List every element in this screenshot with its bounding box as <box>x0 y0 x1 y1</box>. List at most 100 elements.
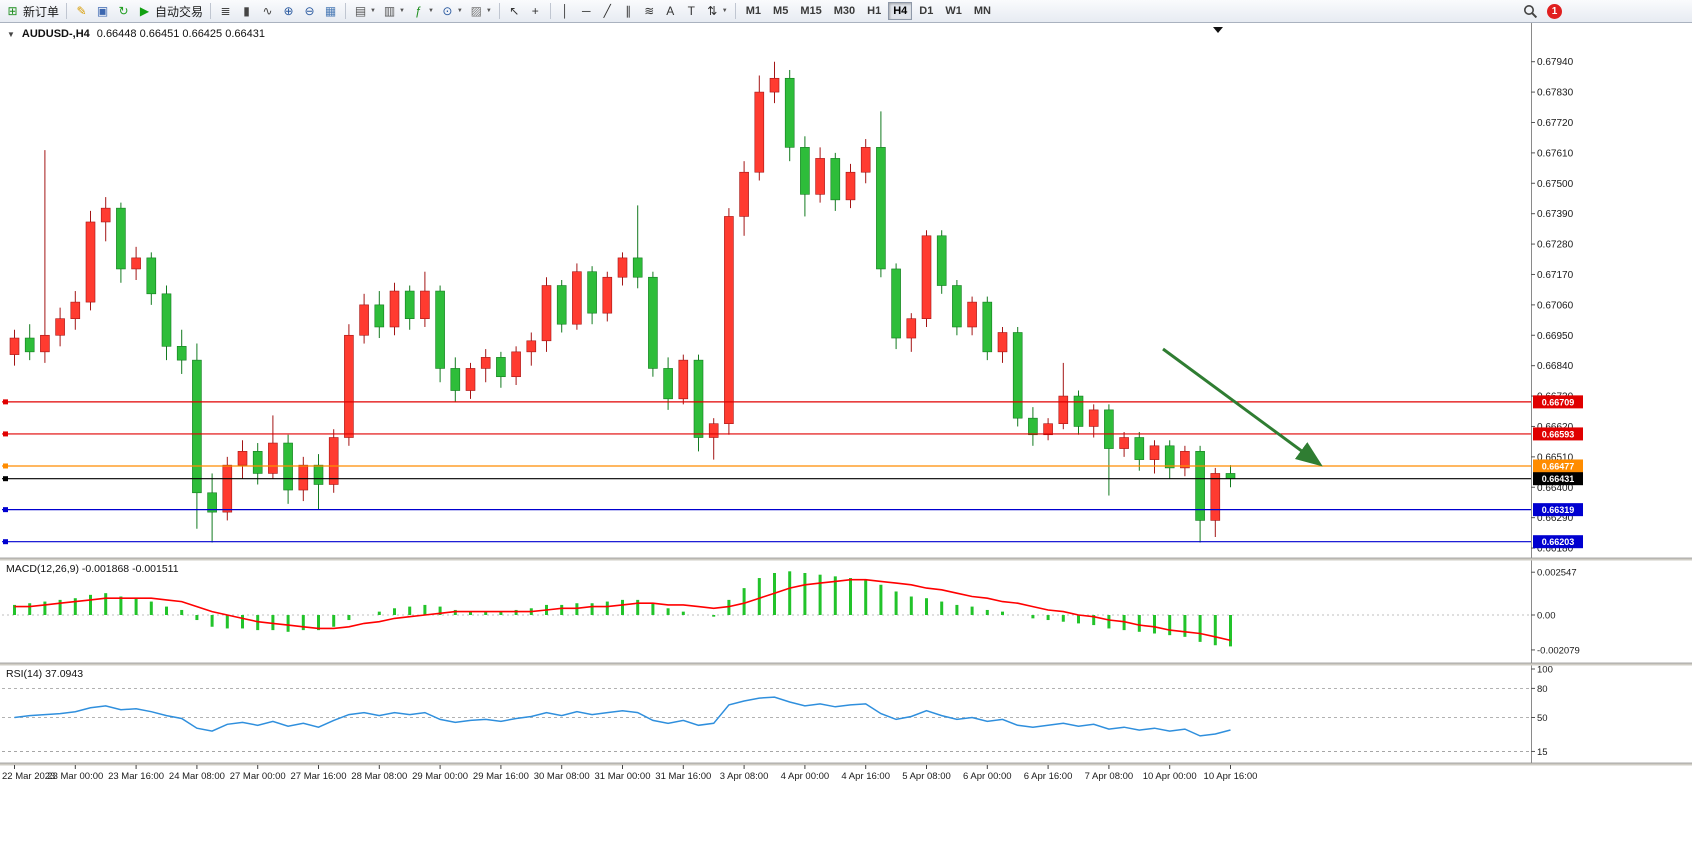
templates-button[interactable]: ▨ ▼ <box>466 1 495 21</box>
vertical-line-button[interactable]: │ <box>555 1 576 21</box>
timeframe-h4-button[interactable]: H4 <box>888 2 913 20</box>
time-axis-label: 10 Apr 16:00 <box>1204 771 1258 782</box>
profiles-dropdown-icon: ▼ <box>398 8 405 14</box>
metaeditor-button[interactable]: ✎ <box>71 1 92 21</box>
text-label-button[interactable]: T <box>681 1 702 21</box>
candle <box>328 437 339 485</box>
price-scale-label: 0.67720 <box>1537 118 1574 129</box>
candle <box>678 359 689 400</box>
macd-scale-label: -0.002079 <box>1537 645 1580 656</box>
time-axis-label: 31 Mar 16:00 <box>655 771 711 782</box>
tile-windows-button[interactable]: ▦ <box>320 1 341 21</box>
trend-arrow[interactable] <box>1162 347 1323 467</box>
candle <box>192 359 202 494</box>
zoom-out-button[interactable]: ⊖ <box>299 1 320 21</box>
price-scale-label: 0.66840 <box>1537 361 1574 372</box>
candle <box>252 451 263 474</box>
candle <box>1043 423 1053 436</box>
candlestick-chart-icon: ▮ <box>243 4 250 18</box>
candle <box>1180 451 1190 469</box>
horizontal-line-button[interactable]: ─ <box>576 1 597 21</box>
terminal-button[interactable]: ↻ <box>113 1 134 21</box>
candle <box>526 340 537 353</box>
autotrading-button[interactable]: ▶ 自动交易 <box>134 1 206 21</box>
timeframe-w1-button[interactable]: W1 <box>940 2 967 20</box>
one-click-collapse-icon[interactable]: ▼ <box>7 29 15 39</box>
candle <box>1134 437 1145 460</box>
time-axis-label: 6 Apr 16:00 <box>1024 771 1073 782</box>
cursor-button[interactable]: ↖ <box>504 1 525 21</box>
time-axis-label: 5 Apr 08:00 <box>902 771 951 782</box>
rsi-scale-label: 15 <box>1537 747 1548 758</box>
zoom-in-button[interactable]: ⊕ <box>278 1 299 21</box>
indicators-dropdown-icon: ▼ <box>427 8 434 14</box>
line-anchor[interactable] <box>3 463 8 469</box>
navigator-button[interactable]: ▣ <box>92 1 113 21</box>
crosshair-button[interactable]: + <box>525 1 546 21</box>
timeframe-m5-button[interactable]: M5 <box>768 2 793 20</box>
candle <box>24 337 35 353</box>
candle <box>891 268 901 339</box>
line-anchor[interactable] <box>3 399 8 405</box>
timeframe-h1-button[interactable]: H1 <box>862 2 886 20</box>
autotrading-icon: ▶ <box>139 4 150 18</box>
new-order-button[interactable]: ⊞ 新订单 <box>2 1 62 21</box>
notification-badge[interactable]: 1 <box>1547 3 1562 19</box>
line-anchor[interactable] <box>3 539 8 545</box>
timeframe-m1-button[interactable]: M1 <box>741 2 766 20</box>
rsi-scale-label: 80 <box>1537 684 1548 695</box>
bar-chart-button[interactable]: ≣ <box>215 1 236 21</box>
line-anchor[interactable] <box>3 431 8 437</box>
pane-separator[interactable] <box>0 663 1692 666</box>
trendline-button[interactable]: ╱ <box>597 1 618 21</box>
new-chart-button[interactable]: ▤ ▼ <box>350 1 379 21</box>
line-anchor[interactable] <box>3 476 8 482</box>
pane-separator[interactable] <box>0 558 1692 561</box>
fibonacci-button[interactable]: ≋ <box>639 1 660 21</box>
time-axis-label: 22 Mar 2023 <box>2 771 55 782</box>
text-button[interactable]: A <box>660 1 681 21</box>
fibonacci-icon: ≋ <box>644 4 655 18</box>
candlestick-chart-button[interactable]: ▮ <box>236 1 257 21</box>
chart-canvas[interactable]: 0.67940 0.67830 0.67720 0.67610 0.67500 0.673… <box>0 23 1692 847</box>
time-axis-label: 4 Apr 16:00 <box>841 771 890 782</box>
candle <box>480 357 491 369</box>
candle <box>936 235 947 286</box>
timeframe-m15-button[interactable]: M15 <box>795 2 826 20</box>
periods-button[interactable]: ⊙ ▼ <box>437 1 466 21</box>
time-axis-label: 3 Apr 08:00 <box>720 771 769 782</box>
candle <box>1028 417 1038 436</box>
pane-separator[interactable] <box>0 763 1692 766</box>
time-axis-label: 31 Mar 00:00 <box>595 771 651 782</box>
price-tag <box>1533 503 1583 517</box>
candle <box>830 158 841 201</box>
candle <box>967 301 977 328</box>
timeframe-m30-button[interactable]: M30 <box>829 2 860 20</box>
toolbar-separator <box>345 3 347 19</box>
time-axis-label: 27 Mar 16:00 <box>291 771 347 782</box>
profiles-button[interactable]: ▥ ▼ <box>379 1 408 21</box>
line-chart-button[interactable]: ∿ <box>257 1 278 21</box>
price-scale-label: 0.66950 <box>1537 331 1574 342</box>
candle <box>1195 451 1205 521</box>
candle <box>146 257 157 295</box>
timeframe-d1-button[interactable]: D1 <box>914 2 938 20</box>
candle <box>176 346 187 361</box>
price-tag <box>1533 535 1583 549</box>
candle <box>572 271 582 325</box>
equidistant-channel-button[interactable]: ∥ <box>618 1 639 21</box>
candle <box>693 359 704 438</box>
search-icon[interactable] <box>1523 4 1538 19</box>
templates-dropdown-icon: ▼ <box>485 8 492 14</box>
line-chart-icon: ∿ <box>262 4 273 18</box>
arrows-button[interactable]: ⇅ ▼ <box>702 1 731 21</box>
chart-shift-marker[interactable] <box>1213 27 1223 33</box>
line-anchor[interactable] <box>3 507 8 513</box>
vertical-line-icon: │ <box>561 4 570 18</box>
indicators-button[interactable]: ƒ ▼ <box>408 1 437 21</box>
timeframe-mn-button[interactable]: MN <box>969 2 996 20</box>
arrows-dropdown-icon: ▼ <box>721 8 728 14</box>
zoom-out-icon: ⊖ <box>304 4 315 18</box>
periods-dropdown-icon: ▼ <box>456 8 463 14</box>
candle <box>724 216 734 424</box>
